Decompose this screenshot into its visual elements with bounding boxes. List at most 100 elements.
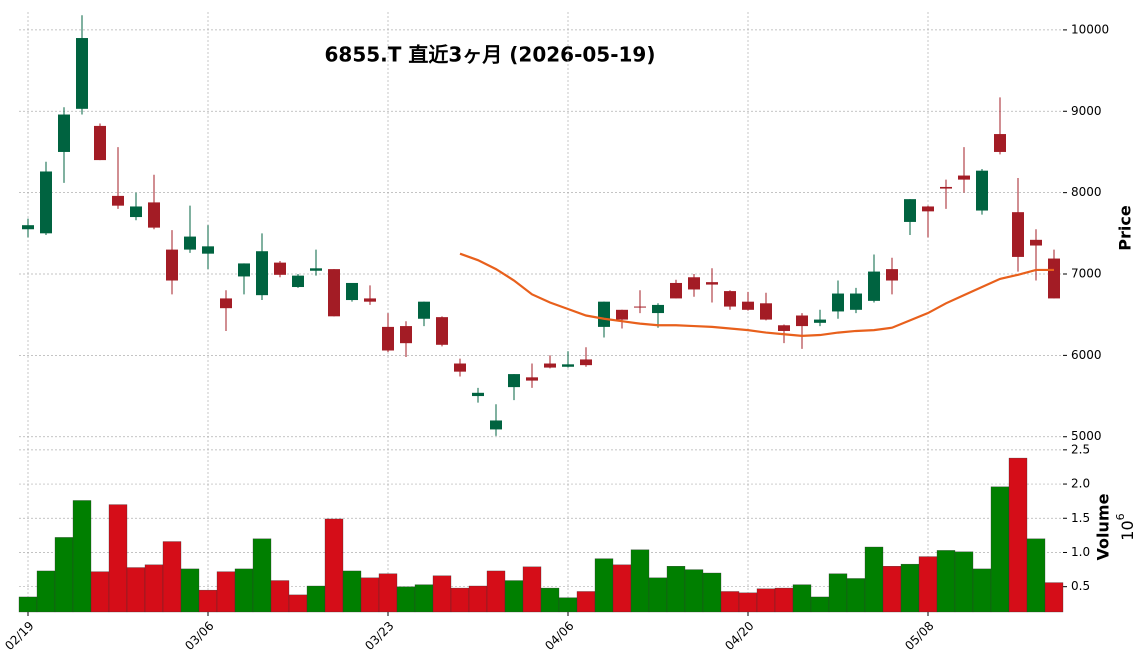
y-tick-label: 1.5 xyxy=(1071,511,1090,525)
candle-body xyxy=(148,202,160,228)
candle-body xyxy=(184,236,196,250)
candle-body xyxy=(616,309,628,320)
candle-body xyxy=(346,282,358,301)
volume-bar xyxy=(882,566,902,613)
candle-body xyxy=(166,249,178,281)
y-tick-label: 5000 xyxy=(1071,429,1102,443)
candle-body xyxy=(1048,258,1060,299)
volume-bar xyxy=(792,584,812,613)
chart-title: 6855.T 直近3ヶ月 (2026-05-19) xyxy=(325,43,656,67)
candle-body xyxy=(238,263,250,277)
volume-bar xyxy=(198,589,218,613)
volume-bar xyxy=(1044,582,1064,613)
candle-body xyxy=(58,114,70,152)
volume-bar xyxy=(558,597,578,613)
candle-body xyxy=(292,275,304,288)
candle-body xyxy=(904,199,916,222)
volume-bar xyxy=(432,575,452,613)
y-tick-label: 9000 xyxy=(1071,104,1102,118)
x-tick-label: 03/23 xyxy=(362,619,396,653)
candle-body xyxy=(382,326,394,351)
candle-body xyxy=(1012,212,1024,257)
volume-bar xyxy=(18,596,38,613)
volume-bar xyxy=(1026,538,1046,613)
volume-bar xyxy=(612,564,632,613)
candle-body xyxy=(76,38,88,109)
candle-body xyxy=(310,268,322,271)
volume-bar xyxy=(216,571,236,613)
volume-bar xyxy=(378,573,398,613)
candle-body xyxy=(256,251,268,296)
candle-body xyxy=(112,195,124,206)
x-tick-label: 04/20 xyxy=(722,619,756,653)
candle-body xyxy=(814,319,826,323)
candle-body xyxy=(688,277,700,290)
volume-bar xyxy=(72,500,92,613)
volume-bar xyxy=(900,563,920,613)
volume-bar xyxy=(702,572,722,613)
candle-body xyxy=(958,175,970,180)
candle-body xyxy=(670,282,682,299)
volume-bar xyxy=(990,486,1010,613)
volume-bar xyxy=(630,549,650,613)
candle-body xyxy=(778,325,790,331)
candle-body xyxy=(220,298,232,309)
candle-body xyxy=(418,301,430,319)
y-tick-label: 7000 xyxy=(1071,267,1102,281)
volume-bar xyxy=(162,541,182,613)
volume-bar xyxy=(252,538,272,613)
candle-body xyxy=(940,186,952,189)
volume-bar xyxy=(180,568,200,613)
price-axis-label: Price xyxy=(1116,205,1135,251)
volume-bar xyxy=(1008,457,1028,613)
x-tick-label: 03/06 xyxy=(182,619,216,653)
volume-bar xyxy=(450,587,470,613)
candle-body xyxy=(706,282,718,285)
candle-body xyxy=(472,392,484,397)
candle-body xyxy=(922,206,934,212)
volume-bar xyxy=(684,569,704,613)
volume-bar xyxy=(504,580,524,613)
candle-body xyxy=(832,293,844,312)
volume-bar xyxy=(810,596,830,613)
volume-bar xyxy=(756,588,776,613)
volume-bar xyxy=(594,558,614,613)
offset-base: 10 xyxy=(1118,520,1137,540)
volume-bar xyxy=(828,573,848,613)
candle-body xyxy=(274,262,286,275)
volume-bar xyxy=(846,578,866,613)
candle-body xyxy=(94,125,106,161)
candle-body xyxy=(580,359,592,366)
candle-body xyxy=(976,170,988,211)
candle-body xyxy=(760,303,772,320)
volume-bar xyxy=(342,570,362,613)
volume-bar xyxy=(468,585,488,613)
candle-body xyxy=(436,317,448,345)
volume-bar xyxy=(90,571,110,613)
volume-bar xyxy=(36,570,56,613)
candle-body xyxy=(652,304,664,314)
volume-bar xyxy=(270,580,290,613)
volume-bar xyxy=(288,594,308,613)
candle-body xyxy=(22,225,34,230)
candle-body xyxy=(868,271,880,301)
y-tick-label: 0.5 xyxy=(1071,579,1090,593)
volume-bar xyxy=(144,564,164,613)
candle-body xyxy=(634,306,646,308)
candle-body xyxy=(400,326,412,344)
candle-body xyxy=(562,364,574,367)
volume-bar xyxy=(396,586,416,613)
volume-bar xyxy=(954,551,974,613)
offset-exponent: 6 xyxy=(1114,513,1127,520)
volume-bar xyxy=(486,570,506,613)
volume-bar xyxy=(936,550,956,613)
candle-body xyxy=(454,363,466,372)
volume-bar xyxy=(648,577,668,613)
candle-body xyxy=(598,301,610,327)
y-tick-label: 10000 xyxy=(1071,22,1109,36)
candle-body xyxy=(526,377,538,381)
volume-bar xyxy=(306,585,326,613)
volume-bar xyxy=(360,577,380,613)
candle-body xyxy=(886,269,898,281)
